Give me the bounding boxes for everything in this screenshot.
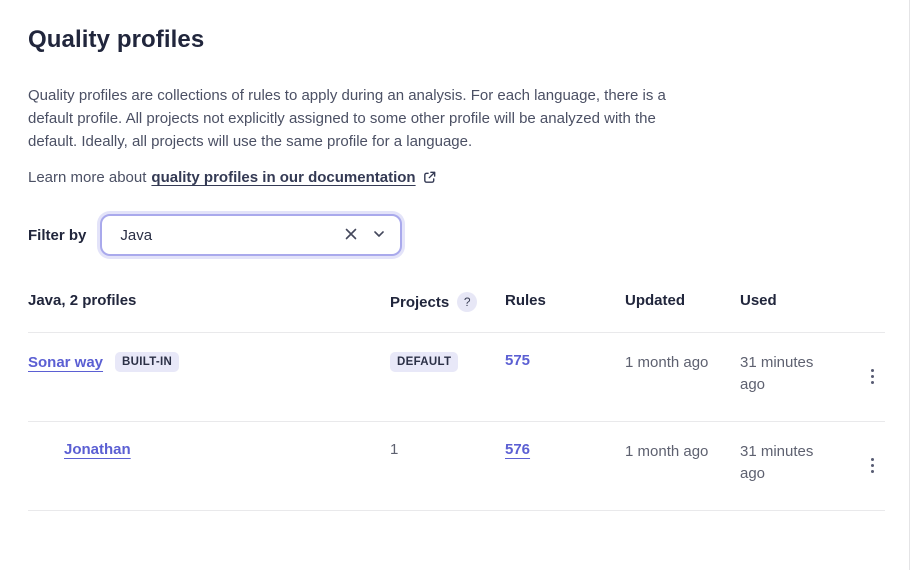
kebab-icon xyxy=(871,457,874,461)
actions-cell xyxy=(863,359,882,390)
column-header-rules: Rules xyxy=(505,292,546,309)
learn-more-line: Learn more about quality profiles in our… xyxy=(28,169,881,186)
rules-cell: 575 xyxy=(505,352,625,370)
column-header-updated: Updated xyxy=(625,292,685,309)
profile-link-sonar-way[interactable]: Sonar way xyxy=(28,353,104,371)
used-value: 31 minutes ago xyxy=(740,354,814,393)
default-badge: DEFAULT xyxy=(390,352,459,372)
documentation-link-label: quality profiles in our documentation xyxy=(151,169,416,186)
language-filter-value: Java xyxy=(120,226,153,244)
updated-value: 1 month ago xyxy=(625,354,709,371)
quality-profiles-table: Java, 2 profiles Projects ? Rules Update… xyxy=(28,286,885,511)
used-cell: 31 minutes ago xyxy=(740,352,860,396)
description-line: Quality profiles are collections of rule… xyxy=(28,87,666,104)
rules-count-link[interactable]: 576 xyxy=(505,441,531,458)
table-row: Sonar way BUILT-IN DEFAULT 575 1 month a… xyxy=(28,333,885,422)
group-header: Java, 2 profiles xyxy=(28,292,137,309)
table-row: Jonathan 1 576 1 month ago 31 minutes ag… xyxy=(28,422,885,511)
description-line: default. Ideally, all projects will use … xyxy=(28,133,473,150)
column-header-projects: Projects ? xyxy=(390,292,505,312)
used-value: 31 minutes ago xyxy=(740,443,814,482)
learn-more-prefix: Learn more about xyxy=(28,169,147,186)
profile-link-jonathan[interactable]: Jonathan xyxy=(64,441,131,458)
rules-cell: 576 xyxy=(505,441,625,459)
documentation-link[interactable]: quality profiles in our documentation xyxy=(151,169,436,186)
dropdown-toggle-button[interactable] xyxy=(372,227,386,244)
page-description: Quality profiles are collections of rule… xyxy=(28,84,881,153)
page-title: Quality profiles xyxy=(28,26,205,53)
used-cell: 31 minutes ago xyxy=(740,441,860,485)
clear-filter-button[interactable] xyxy=(344,227,358,244)
row-actions-menu-button[interactable] xyxy=(863,452,882,479)
row-actions-menu-button[interactable] xyxy=(863,363,882,390)
projects-cell: DEFAULT xyxy=(390,352,505,372)
built-in-badge: BUILT-IN xyxy=(115,352,180,372)
kebab-icon xyxy=(871,368,874,372)
close-icon xyxy=(344,227,358,244)
projects-header-label: Projects xyxy=(390,293,450,311)
column-header-used: Used xyxy=(740,292,777,309)
profile-name-cell: Sonar way BUILT-IN xyxy=(28,352,390,372)
updated-cell: 1 month ago xyxy=(625,352,740,374)
help-icon[interactable]: ? xyxy=(457,292,478,312)
rules-count-link[interactable]: 575 xyxy=(505,352,531,369)
updated-value: 1 month ago xyxy=(625,443,709,460)
table-header-row: Java, 2 profiles Projects ? Rules Update… xyxy=(28,286,885,333)
projects-count: 1 xyxy=(390,441,399,458)
profile-name-cell: Jonathan xyxy=(28,441,390,458)
updated-cell: 1 month ago xyxy=(625,441,740,463)
description-line: default profile. All projects not explic… xyxy=(28,110,656,127)
filter-label: Filter by xyxy=(28,226,87,244)
projects-cell: 1 xyxy=(390,441,505,459)
actions-cell xyxy=(863,448,882,479)
filter-row: Filter by Java xyxy=(28,214,881,256)
language-filter-select[interactable]: Java xyxy=(100,214,403,256)
chevron-down-icon xyxy=(372,227,386,244)
external-link-icon xyxy=(422,170,437,185)
